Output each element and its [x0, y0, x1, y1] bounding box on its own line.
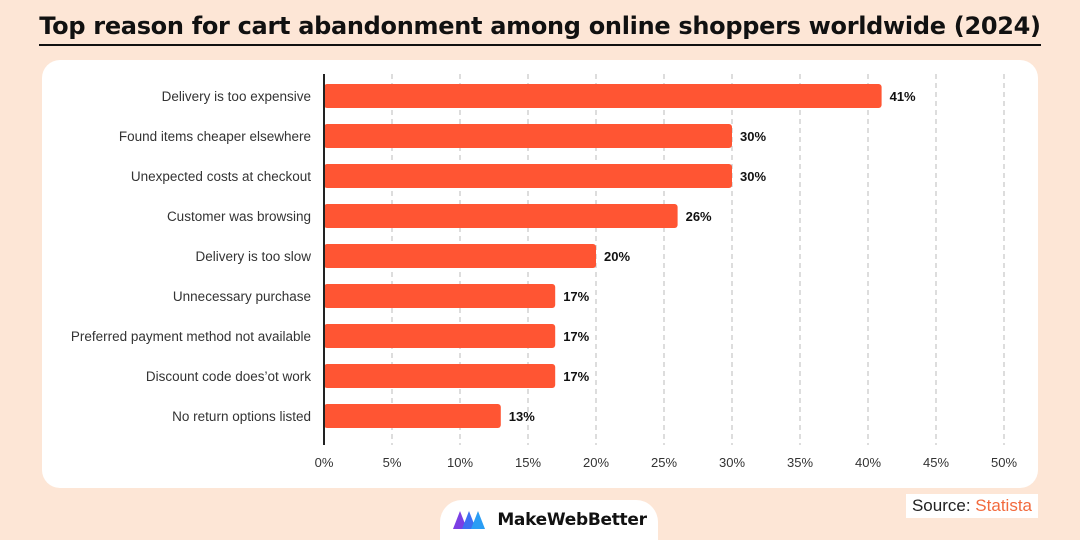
- category-label: Delivery is too slow: [195, 249, 311, 264]
- x-tick-label: 5%: [383, 455, 402, 470]
- category-label: Customer was browsing: [167, 209, 311, 224]
- data-label: 17%: [563, 329, 589, 344]
- data-label: 20%: [604, 249, 630, 264]
- data-label: 30%: [740, 129, 766, 144]
- x-tick-label: 50%: [991, 455, 1017, 470]
- source-name: Statista: [975, 496, 1032, 515]
- category-label: Unnecessary purchase: [173, 289, 311, 304]
- bar: [324, 164, 732, 188]
- source-label: Source:: [911, 496, 971, 515]
- bar: [324, 364, 556, 388]
- x-tick-label: 25%: [651, 455, 677, 470]
- bar: [324, 124, 732, 148]
- data-label: 17%: [563, 289, 589, 304]
- chart-card: 0% 5% 10% 15% 20% 25% 30% 35% 40% 45% 50% Delivery …: [42, 60, 1038, 488]
- category-label: Delivery is too expensive: [162, 89, 311, 104]
- brand-name: MakeWebBetter: [497, 510, 647, 530]
- data-label: 26%: [686, 209, 712, 224]
- chart-title-wrap: Top reason for cart abandonment among on…: [0, 12, 1080, 46]
- data-label: 13%: [509, 409, 535, 424]
- bar-chart: 0% 5% 10% 15% 20% 25% 30% 35% 40% 45% 50% Delivery …: [71, 74, 1017, 470]
- data-label: 30%: [740, 169, 766, 184]
- x-tick-label: 0%: [315, 455, 334, 470]
- x-tick-label: 10%: [447, 455, 473, 470]
- bar: [324, 404, 501, 428]
- x-tick-label: 40%: [855, 455, 881, 470]
- x-tick-label: 20%: [583, 455, 609, 470]
- category-label: Preferred payment method not available: [71, 329, 311, 344]
- bar: [324, 324, 556, 348]
- category-label: Discount code does’ot work: [146, 369, 311, 384]
- x-tick-label: 45%: [923, 455, 949, 470]
- data-label: 17%: [563, 369, 589, 384]
- makewebbetter-logo-icon: [453, 511, 486, 529]
- chart-title: Top reason for cart abandonment among on…: [39, 12, 1041, 46]
- source-note: Source: Statista: [905, 494, 1038, 518]
- category-label: No return options listed: [172, 409, 311, 424]
- x-tick-label: 15%: [515, 455, 541, 470]
- bar: [324, 284, 556, 308]
- bar: [324, 244, 596, 268]
- x-tick-label: 35%: [787, 455, 813, 470]
- bar: [324, 84, 882, 108]
- category-label: Found items cheaper elsewhere: [119, 129, 311, 144]
- x-tick-label: 30%: [719, 455, 745, 470]
- bar: [324, 204, 678, 228]
- category-label: Unexpected costs at checkout: [131, 169, 311, 184]
- brand-badge: MakeWebBetter: [440, 500, 658, 540]
- data-label: 41%: [890, 89, 916, 104]
